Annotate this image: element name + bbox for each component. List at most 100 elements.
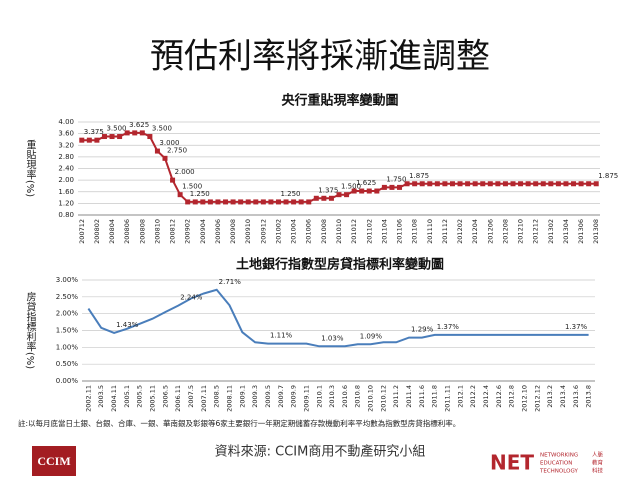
marker [192,199,198,205]
value-label: 1.875 [598,172,618,180]
x-tick-label: 2011.4 [405,385,413,408]
x-tick-label: 2010.6 [341,385,349,408]
marker [397,184,403,190]
marker [94,137,100,143]
marker [427,181,433,187]
marker [139,130,145,136]
x-tick-label: 200712 [78,219,86,244]
y-tick-label: 0.80 [58,211,74,219]
logo-en: TECHNOLOGY [539,469,578,475]
x-tick-label: 200804 [108,219,116,244]
marker [313,195,319,201]
x-tick-label: 2005.1 [123,385,131,408]
y-tick-label: 1.20 [58,199,74,207]
x-tick-label: 2013.4 [559,385,567,408]
x-tick-label: 2006.11 [174,385,182,412]
marker [344,192,350,198]
x-tick-label: 200806 [123,219,131,244]
marker [117,134,123,140]
value-label: 1.375 [318,186,338,194]
marker [510,181,516,187]
x-tick-label: 201306 [577,219,585,244]
marker [351,188,357,194]
marker [328,195,334,201]
y-tick-label: 3.60 [58,130,74,138]
x-tick-label: 2010.1 [315,385,323,408]
marker [185,199,191,205]
x-tick-label: 201204 [471,219,479,244]
marker [238,199,244,205]
value-label: 1.11% [270,332,293,340]
marker [275,199,281,205]
x-tick-label: 2004.11 [110,385,118,412]
y-tick-label: 2.00 [58,176,74,184]
marker [132,130,138,136]
x-tick-label: 2005.11 [149,385,157,412]
x-tick-label: 2003.5 [97,385,105,408]
x-tick-label: 2009.7 [277,385,285,408]
x-tick-label: 201102 [365,219,373,244]
x-tick-label: 2012.8 [508,385,516,408]
marker [495,181,501,187]
x-tick-label: 2010.8 [354,385,362,408]
marker [207,199,213,205]
x-tick-label: 2009.1 [238,385,246,408]
marker [540,181,546,187]
marker [298,199,304,205]
x-tick-label: 200802 [93,219,101,244]
marker [525,181,531,187]
x-tick-label: 2008.5 [213,385,221,408]
x-tick-label: 2009.9 [290,385,298,408]
value-label: 3.375 [84,128,104,136]
marker [79,137,85,143]
marker [170,177,176,183]
value-label: 1.29% [411,326,434,334]
x-tick-label: 201308 [592,219,600,244]
y-axis-label: 房貸指標利率(%) [24,291,36,370]
x-tick-label: 200910 [244,219,252,244]
x-tick-label: 2012.6 [495,385,503,408]
marker [434,181,440,187]
marker [457,181,463,187]
marker [548,181,554,187]
x-tick-label: 2010.10 [367,385,375,412]
x-tick-label: 2009.5 [264,385,272,408]
marker [533,181,539,187]
series-line [87,288,589,348]
value-label: 2.71% [219,278,242,286]
y-tick-label: 2.40 [58,165,74,173]
x-tick-label: 200906 [214,219,222,244]
value-label: 2.24% [180,294,203,302]
y-tick-label: 3.20 [58,141,74,149]
y-tick-label: 4.00 [58,118,74,126]
marker [177,192,183,198]
x-tick-label: 201112 [441,219,449,244]
x-tick-label: 201206 [486,219,494,244]
marker [321,195,327,201]
marker [147,134,153,140]
x-tick-label: 201304 [562,219,570,244]
x-tick-label: 201106 [396,219,404,244]
value-label: 3.500 [152,125,172,133]
x-tick-label: 2011.2 [392,385,400,408]
slide-title: 預估利率將採漸進調整 [150,37,490,77]
marker [389,184,395,190]
value-label: 2.000 [175,168,195,176]
marker [563,181,569,187]
marker [260,199,266,205]
marker [223,199,229,205]
marker [518,181,524,187]
x-tick-label: 2012.2 [469,385,477,408]
marker [480,181,486,187]
x-tick-label: 2010.3 [328,385,336,408]
value-label: 1.625 [356,179,376,187]
x-tick-label: 2011.8 [431,385,439,408]
footnote: 註:以每月底當日土銀、台銀、合庫、一銀、華南銀及彰銀等6家主要銀行一年期定期儲蓄… [18,418,460,428]
marker [593,181,599,187]
value-label: 1.750 [386,175,406,183]
x-tick-label: 200808 [138,219,146,244]
x-tick-label: 201004 [290,219,298,244]
marker [215,199,221,205]
marker [381,184,387,190]
y-tick-label: 3.00% [56,276,79,284]
